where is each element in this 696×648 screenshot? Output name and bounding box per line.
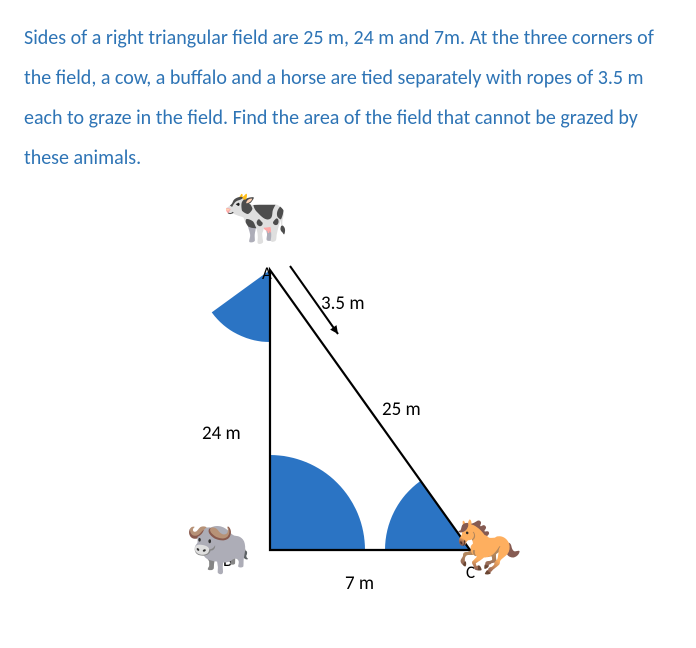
- label-side-ab: 24 m: [202, 422, 241, 445]
- cow-icon: 🐄: [222, 190, 289, 244]
- horse-icon: 🐎: [455, 520, 522, 574]
- label-side-ac: 25 m: [382, 398, 421, 421]
- sector-b: [270, 455, 365, 550]
- buffalo-icon: 🐃: [185, 520, 252, 574]
- rope-arrow-head: [330, 325, 338, 334]
- vertex-label-a: A: [262, 263, 272, 284]
- label-rope: 3.5 m: [321, 292, 365, 315]
- diagram-container: 24 m 7 m 25 m 3.5 m A B C 🐄 🐃 🐎: [150, 200, 550, 630]
- label-side-bc: 7 m: [345, 572, 374, 595]
- question-text: Sides of a right triangular field are 25…: [24, 18, 672, 178]
